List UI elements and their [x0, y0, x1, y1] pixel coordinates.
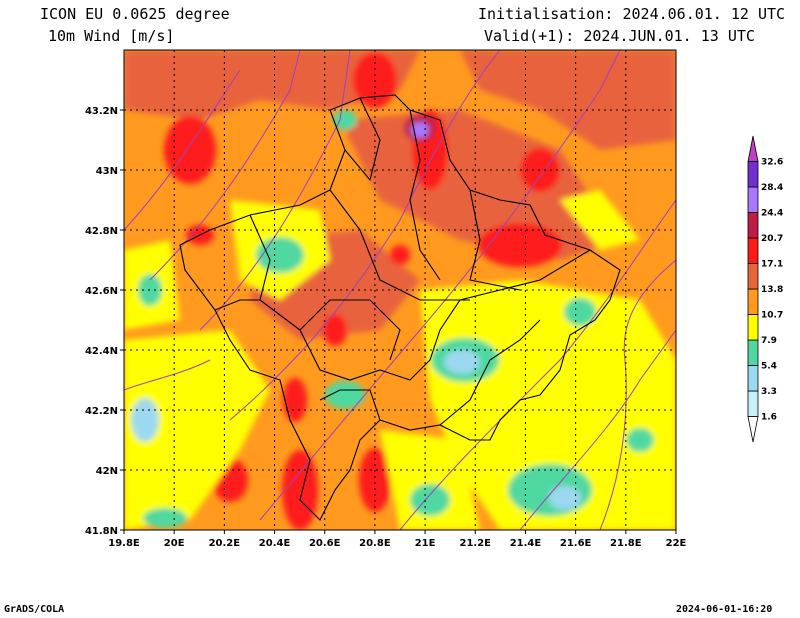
colorbar-bin [747, 237, 759, 264]
lon-tick-label: 20.6E [309, 538, 341, 549]
lon-tick-label: 20E [164, 538, 185, 549]
lon-tick-label: 21.4E [510, 538, 542, 549]
lon-tick-label: 21E [415, 538, 436, 549]
lon-tick-label: 22E [666, 538, 687, 549]
colorbar-bin [747, 365, 759, 392]
colorbar-level-label: 3.3 [761, 387, 777, 397]
lat-tick-label: 43N [96, 166, 118, 177]
valid-time: Valid(+1): 2024.JUN.01. 13 UTC [484, 27, 755, 45]
colorbar: 1.6 3.3 5.4 7.9 10.7 13.8 17.1 20.7 24.4 28.4 32.6 [747, 135, 783, 443]
timestamp-label: 2024-06-01-16:20 [676, 604, 773, 615]
graticule [124, 50, 676, 530]
lat-tick-label: 41.8N [85, 526, 118, 537]
lon-tick-label: 19.8E [108, 538, 140, 549]
colorbar-level-label: 13.8 [761, 285, 783, 295]
initialisation-time: Initialisation: 2024.06.01. 12 UTC [478, 5, 786, 23]
colorbar-level-label: 32.6 [761, 158, 783, 168]
colorbar-level-label: 5.4 [761, 362, 777, 372]
lon-tick-label: 20.4E [259, 538, 291, 549]
lon-tick-label: 20.8E [359, 538, 391, 549]
colorbar-bin [747, 314, 759, 341]
lat-tick-label: 43.2N [85, 106, 118, 117]
colorbar-level-label: 28.4 [761, 183, 783, 193]
lat-tick-label: 42.8N [85, 226, 118, 237]
colorbar-bin [747, 390, 759, 417]
credit-label: GrADS/COLA [4, 604, 65, 615]
colorbar-bin [747, 161, 759, 188]
colorbar-bin [747, 135, 759, 162]
lon-tick-label: 21.2E [460, 538, 492, 549]
colorbar-bin [747, 288, 759, 315]
colorbar-bin [747, 263, 759, 290]
lon-tick-label: 20.2E [209, 538, 241, 549]
colorbar-level-label: 17.1 [761, 260, 783, 270]
colorbar-level-label: 20.7 [761, 234, 783, 244]
lon-tick-label: 21.6E [560, 538, 592, 549]
colorbar-level-label: 10.7 [761, 311, 783, 321]
lat-tick-label: 42.4N [85, 346, 118, 357]
colorbar-bin [747, 186, 759, 213]
lat-tick-label: 42.6N [85, 286, 118, 297]
colorbar-bin [747, 416, 759, 443]
longitude-axis: 19.8E 20E 20.2E 20.4E 20.6E 20.8E 21E 21.2E 21.4… [108, 530, 687, 549]
lon-tick-label: 21.8E [610, 538, 642, 549]
latitude-axis: 41.8N 42N 42.2N 42.4N 42.6N 42.8N 43N 43.2N [85, 106, 124, 537]
colorbar-level-label: 24.4 [761, 209, 783, 219]
colorbar-bin [747, 339, 759, 366]
lat-tick-label: 42.2N [85, 406, 118, 417]
colorbar-level-label: 1.6 [761, 413, 777, 423]
map-title: ICON EU 0.0625 degree [40, 5, 230, 23]
variable-label: 10m Wind [m/s] [48, 27, 175, 45]
colorbar-level-label: 7.9 [761, 336, 777, 346]
lat-tick-label: 42N [96, 466, 118, 477]
colorbar-bin [747, 212, 759, 239]
